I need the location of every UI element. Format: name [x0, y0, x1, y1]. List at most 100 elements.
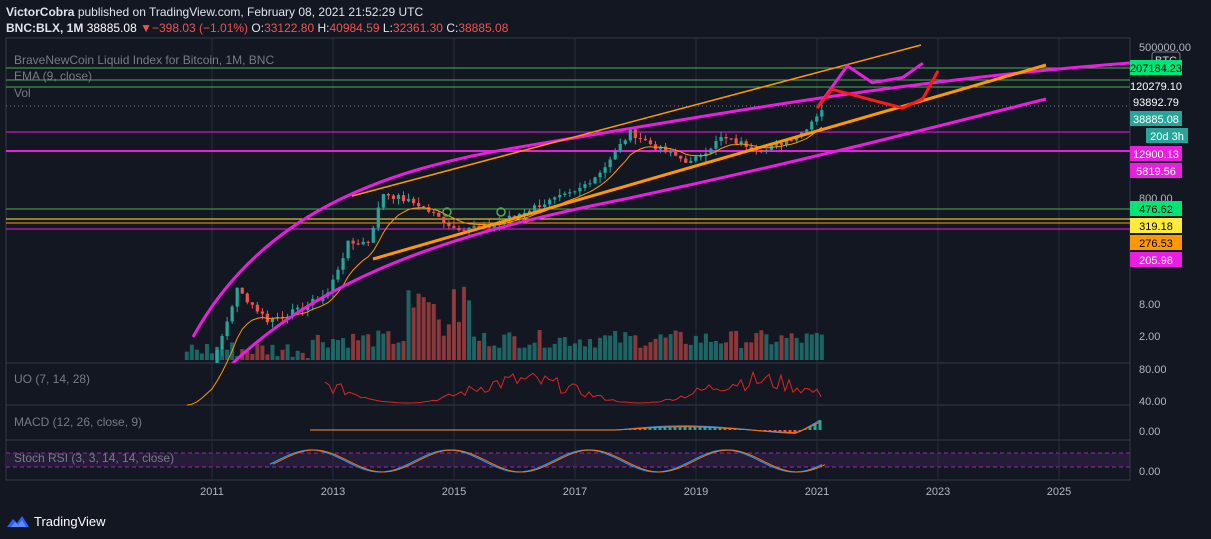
volume-bars	[184, 286, 824, 360]
chart-header: VictorCobra published on TradingView.com…	[6, 4, 508, 36]
price-candles	[195, 104, 824, 400]
volume-bar	[789, 333, 794, 360]
candle-body	[507, 215, 511, 221]
candle-body	[583, 184, 587, 188]
candle-body	[795, 136, 799, 141]
volume-bar	[668, 334, 673, 360]
uo-pane[interactable]	[5, 362, 1131, 406]
macd-hist-bar	[718, 427, 722, 430]
macd-hist-bar	[808, 425, 812, 430]
volume-bar	[658, 334, 663, 360]
time-axis[interactable]: 2011 2013 2015 2017 2019 2021 2023 2025	[200, 486, 1071, 498]
volume-bar	[562, 337, 567, 360]
volume-bar	[729, 331, 734, 360]
candle-body	[749, 146, 753, 150]
candle-body	[391, 195, 396, 199]
price-label-text: 205.98	[1139, 255, 1173, 267]
candle-body	[532, 205, 537, 211]
volume-bar	[391, 343, 396, 360]
candle-body	[694, 156, 698, 161]
volume-bar	[376, 330, 381, 360]
macd-pane[interactable]	[5, 404, 1131, 441]
price-label-badge	[1130, 252, 1182, 267]
price-label-text: 5819.56	[1136, 166, 1176, 178]
price-label-badge	[1130, 94, 1182, 109]
volume-bar	[199, 353, 204, 360]
volume-bar	[734, 330, 739, 360]
candle-body	[820, 110, 824, 117]
uo-legend[interactable]: UO (7, 14, 28)	[14, 372, 90, 386]
price-label-text: 93892.79	[1133, 97, 1179, 109]
price-label-badge	[1130, 235, 1182, 250]
projection-path[interactable]	[815, 61, 924, 109]
high-value: 40984.59	[329, 21, 380, 35]
volume-bar	[638, 347, 643, 360]
uo-line	[324, 370, 822, 404]
stoch-legend[interactable]: Stoch RSI (3, 3, 14, 14, close)	[14, 451, 174, 465]
signal-line	[310, 421, 821, 434]
upper-trend-line[interactable]	[351, 44, 922, 197]
candle-body	[512, 215, 516, 217]
volume-bar	[648, 342, 653, 360]
candle-body	[432, 211, 436, 213]
lower-trend-line[interactable]	[372, 63, 1047, 261]
volume-bar	[275, 356, 280, 360]
macd-hist-bar	[653, 426, 657, 430]
volume-bar	[270, 344, 275, 360]
macd-hist-bar	[723, 427, 727, 430]
candle-body	[810, 121, 814, 130]
volume-bar	[209, 353, 214, 360]
candle-body	[235, 287, 239, 307]
price-label-text: 38885.08	[1133, 114, 1179, 126]
macd-hist-bar	[818, 420, 822, 430]
candle-body	[684, 158, 688, 163]
volume-bar	[754, 333, 759, 360]
macd-legend[interactable]: MACD (12, 26, close, 9)	[14, 415, 142, 429]
volume-bar	[305, 357, 310, 360]
volume-bar	[487, 346, 492, 360]
candle-body	[699, 156, 703, 158]
candle-body	[346, 240, 350, 259]
footer-brand[interactable]: TradingView	[6, 511, 106, 531]
close-label: C:	[446, 21, 459, 35]
projection-path[interactable]	[815, 70, 940, 110]
candle-body	[291, 309, 295, 317]
lower-growth-curve[interactable]	[230, 97, 1047, 364]
macd-hist-bar	[643, 427, 647, 430]
candle-body	[588, 183, 592, 185]
volume-bar	[280, 349, 285, 360]
macd-hist-bar	[773, 430, 777, 433]
candle-body	[573, 191, 577, 193]
candle-body	[527, 210, 532, 213]
main-series-legend[interactable]: BraveNewCoin Liquid Index for Bitcoin, 1…	[14, 53, 274, 67]
time-tick: 2013	[321, 486, 345, 498]
volume-bar	[325, 347, 330, 360]
uo-tick: 40.00	[1139, 396, 1167, 408]
tradingview-logo-icon	[7, 516, 29, 527]
volume-bar	[381, 333, 386, 360]
author-name[interactable]: VictorCobra	[6, 5, 75, 19]
candle-body	[633, 129, 637, 139]
volume-bar	[502, 334, 507, 360]
footer-brand-label: TradingView	[34, 513, 106, 529]
candle-body	[376, 207, 380, 228]
candle-body	[401, 195, 406, 202]
volume-bar	[341, 338, 346, 360]
candle-body	[628, 129, 632, 141]
candle-body	[381, 194, 385, 208]
drawings[interactable]	[191, 44, 1130, 364]
candle-body	[195, 392, 198, 400]
upper-growth-curve[interactable]	[191, 61, 1130, 338]
volume-bar	[643, 345, 648, 360]
ema-legend[interactable]: EMA (9, close)	[14, 69, 92, 83]
time-tick: 2015	[442, 486, 466, 498]
volume-legend[interactable]: Vol	[14, 86, 31, 100]
volume-bar	[532, 342, 537, 360]
candle-body	[396, 195, 401, 199]
high-label: H:	[317, 21, 330, 35]
volume-bar	[653, 338, 658, 360]
candle-body	[361, 241, 365, 245]
volume-bar	[330, 339, 335, 360]
volume-bar	[189, 344, 194, 360]
